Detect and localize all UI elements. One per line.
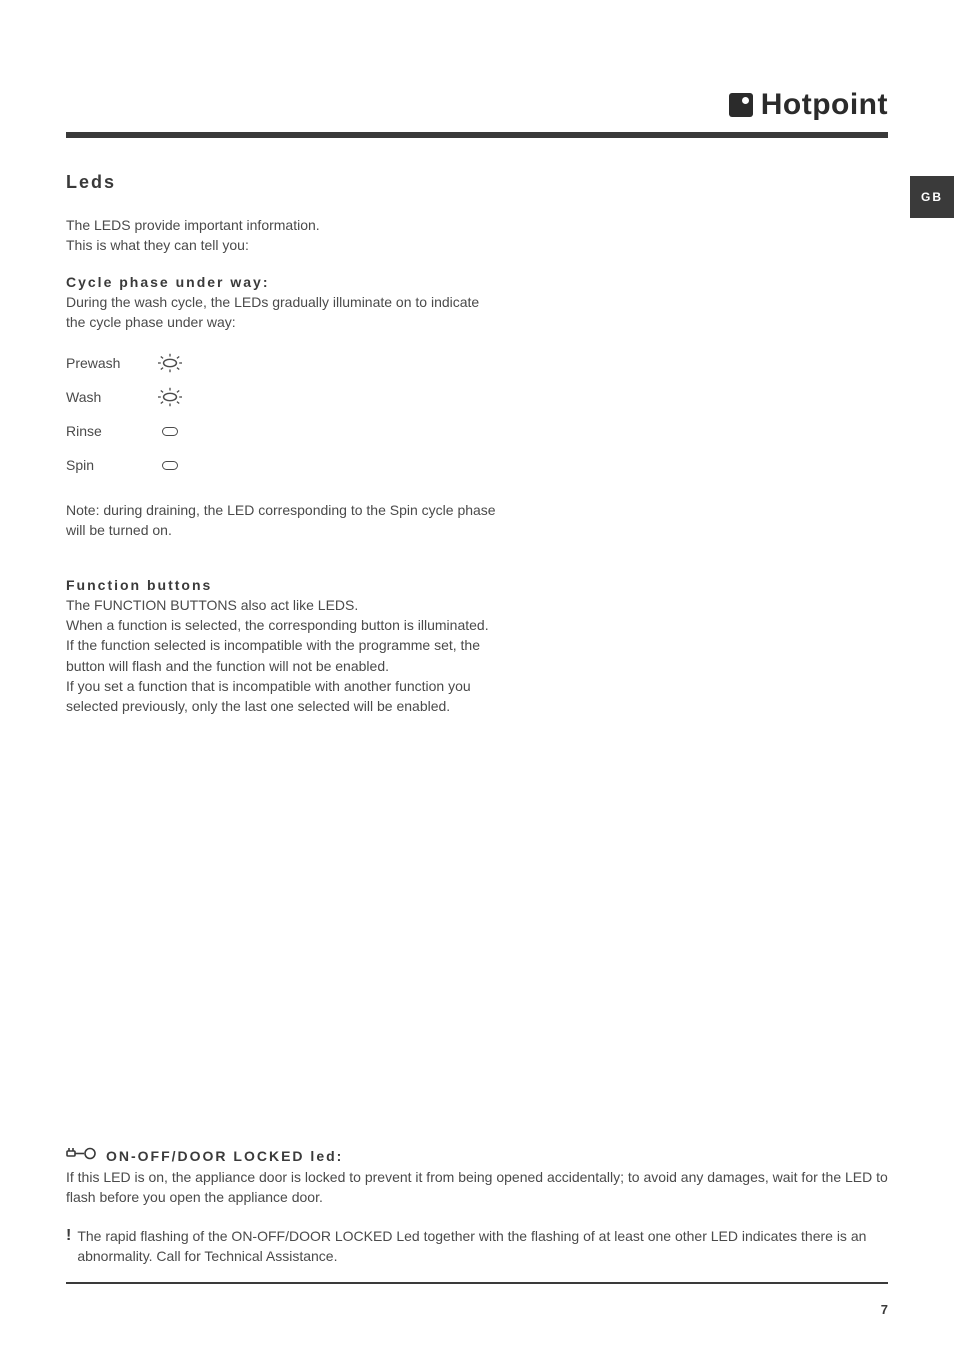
fb-line-2: When a function is selected, the corresp… bbox=[66, 617, 489, 633]
function-buttons-desc: The FUNCTION BUTTONS also act like LEDS.… bbox=[66, 595, 496, 717]
cycle-phase-desc: During the wash cycle, the LEDs graduall… bbox=[66, 292, 496, 333]
heading-leds: Leds bbox=[66, 172, 496, 193]
door-locked-section: ON-OFF/DOOR LOCKED led: If this LED is o… bbox=[66, 1146, 888, 1266]
phase-label-wash: Wash bbox=[66, 389, 158, 405]
phase-label-prewash: Prewash bbox=[66, 355, 158, 371]
phase-list: Prewash Wash bbox=[66, 346, 496, 482]
intro-line-1: The LEDS provide important information. bbox=[66, 217, 320, 233]
drain-note: Note: during draining, the LED correspon… bbox=[66, 500, 496, 541]
language-tab: GB bbox=[910, 176, 954, 218]
led-on-icon bbox=[158, 389, 182, 405]
brand-name: Hotpoint bbox=[761, 88, 888, 122]
phase-label-spin: Spin bbox=[66, 457, 158, 473]
phase-row-spin: Spin bbox=[66, 448, 496, 482]
main-content: Leds The LEDS provide important informat… bbox=[66, 172, 888, 717]
footer-rule bbox=[66, 1282, 888, 1284]
phase-row-wash: Wash bbox=[66, 380, 496, 414]
heading-cycle-phase: Cycle phase under way: bbox=[66, 274, 496, 290]
led-off-icon bbox=[158, 457, 182, 473]
door-lock-icon bbox=[66, 1146, 96, 1165]
warning-text: The rapid flashing of the ON-OFF/DOOR LO… bbox=[77, 1226, 888, 1267]
phase-row-rinse: Rinse bbox=[66, 414, 496, 448]
led-off-icon bbox=[158, 423, 182, 439]
phase-row-prewash: Prewash bbox=[66, 346, 496, 380]
fb-line-3: If the function selected is incompatible… bbox=[66, 637, 480, 673]
intro-line-2: This is what they can tell you: bbox=[66, 237, 249, 253]
left-column: Leds The LEDS provide important informat… bbox=[66, 172, 496, 717]
heading-function-buttons: Function buttons bbox=[66, 577, 496, 593]
phase-label-rinse: Rinse bbox=[66, 423, 158, 439]
heading-door-locked: ON-OFF/DOOR LOCKED led: bbox=[106, 1148, 343, 1164]
header-rule bbox=[66, 132, 888, 138]
led-on-icon bbox=[158, 355, 182, 371]
page-number: 7 bbox=[881, 1302, 888, 1317]
door-locked-desc: If this LED is on, the appliance door is… bbox=[66, 1167, 888, 1208]
intro-paragraph: The LEDS provide important information. … bbox=[66, 215, 496, 256]
fb-line-1: The FUNCTION BUTTONS also act like LEDS. bbox=[66, 597, 358, 613]
brand-logo: Hotpoint bbox=[729, 88, 888, 122]
warning-icon: ! bbox=[66, 1226, 71, 1267]
brand-mark-icon bbox=[729, 93, 753, 117]
door-locked-heading-row: ON-OFF/DOOR LOCKED led: bbox=[66, 1146, 888, 1165]
fb-line-4: If you set a function that is incompatib… bbox=[66, 678, 471, 714]
warning-row: ! The rapid flashing of the ON-OFF/DOOR … bbox=[66, 1226, 888, 1267]
